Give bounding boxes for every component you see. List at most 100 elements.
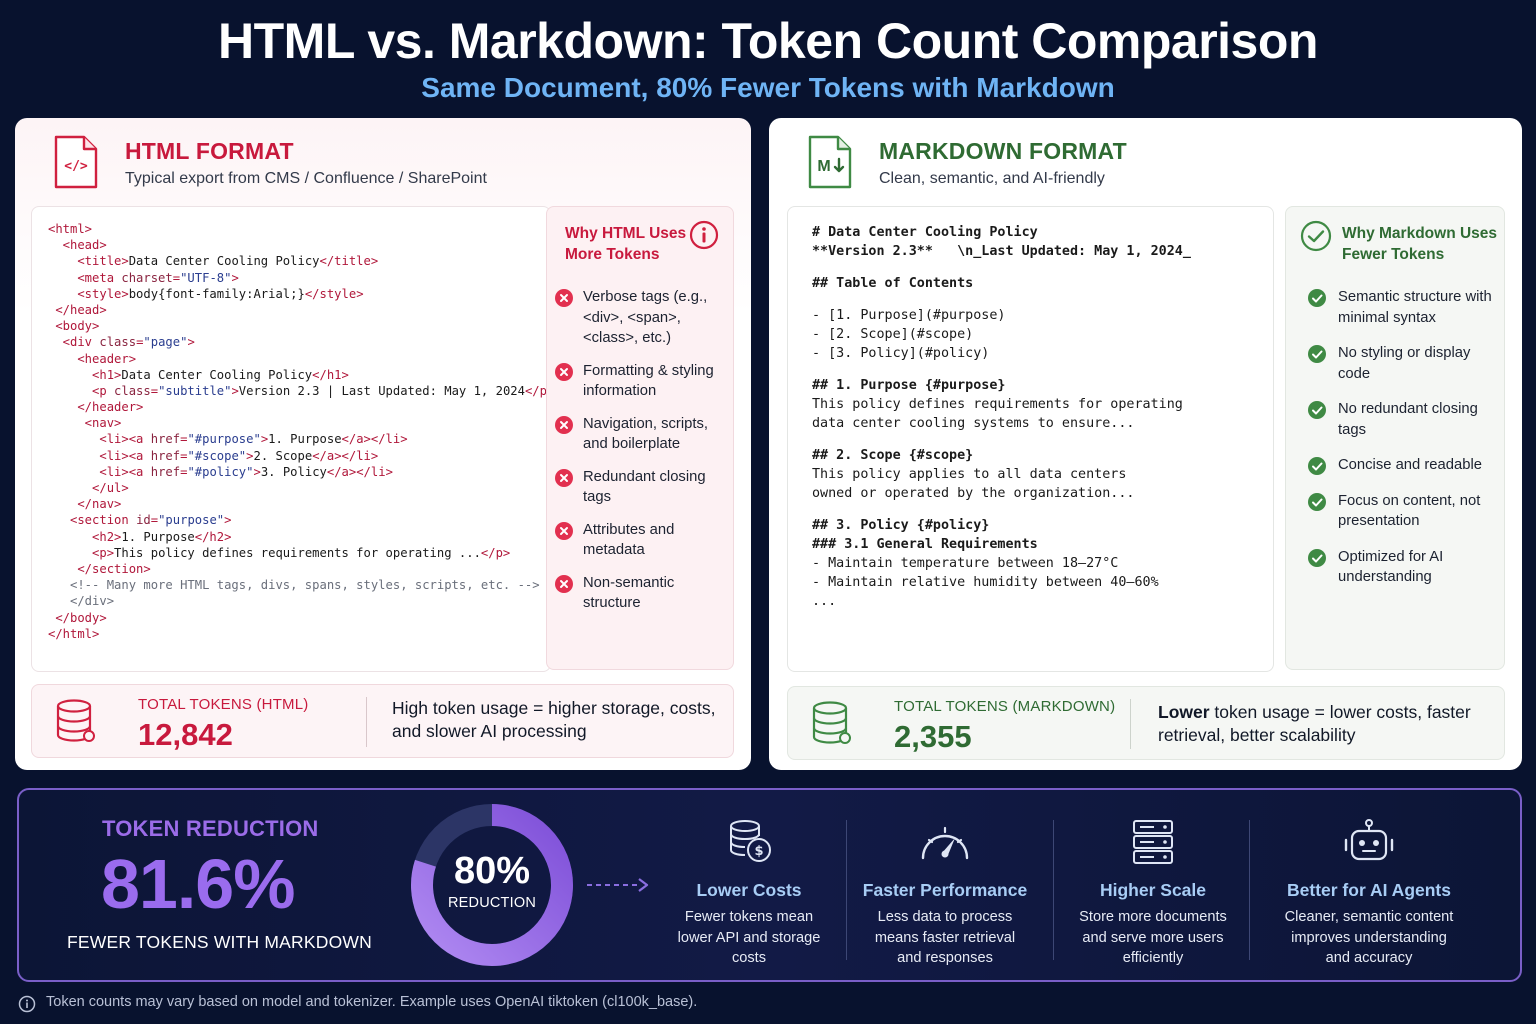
speedometer-icon [921,826,969,860]
code-line: <title>Data Center Cooling Policy</title… [48,254,379,269]
benefit-description: Cleaner, semantic content improves under… [1284,909,1454,966]
svg-text:</>: </> [64,159,88,174]
reduction-donut-chart [411,804,573,966]
check-circle-icon [1308,345,1326,363]
markdown-line: ## 3. Policy {#policy} [812,518,990,533]
code-line: <nav> [48,416,122,431]
html-reason-item: Verbose tags (e.g., <div>, <span>, <clas… [547,287,733,349]
html-reason-item: Non-semantic structure [547,573,733,614]
benefit-title: Better for AI Agents [1287,880,1451,900]
code-line: </nav> [48,497,122,512]
svg-text:$: $ [754,844,763,859]
divider [1130,699,1131,749]
reduction-caption: FEWER TOKENS WITH MARKDOWN [67,932,372,952]
donut-label-group: 80% REDUCTION [409,850,575,911]
check-circle-icon [1308,457,1326,475]
benefit-title: Faster Performance [862,880,1028,900]
html-file-icon: </> [54,135,98,189]
database-icon [56,699,95,742]
server-stack-icon [1133,820,1173,864]
md-panel-subheading: Clean, semantic, and AI-friendly [879,170,1105,187]
md-why-list: Semantic structure with minimal syntax No… [1286,287,1504,603]
coin-stack-icon: $ [730,820,771,862]
divider [846,820,847,960]
md-reason-item: Optimized for AI understanding [1286,547,1504,588]
divider [366,697,367,747]
markdown-line: # Data Center Cooling Policy [812,225,1038,240]
code-line: <li><a href="#purpose">1. Purpose</a></l… [48,432,408,447]
divider [1249,820,1250,960]
code-line: </head> [48,302,107,317]
donut-label: REDUCTION [448,895,536,911]
markdown-file-icon: M [808,135,852,189]
page-title: HTML vs. Markdown: Token Count Compariso… [218,13,1318,69]
md-reason-item: Focus on content, not presentation [1286,491,1504,532]
code-line: </section> [48,561,151,576]
x-circle-icon [555,468,573,487]
html-total-description: High token usage = higher storage, costs… [392,698,716,741]
markdown-line: - Maintain temperature between 18–27°C [812,556,1119,571]
svg-text:M: M [817,158,830,175]
markdown-line [812,503,1273,516]
md-total-desc-rest: token usage = lower costs, faster retrie… [1158,702,1471,745]
md-why-box: Why Markdown Uses Fewer Tokens Semantic … [1285,206,1505,670]
code-line: </html> [48,626,100,641]
code-line: </body> [48,610,107,625]
markdown-line: This policy applies to all data centers [812,467,1127,482]
html-code-block: <html> <head> <title>Data Center Cooling… [31,206,551,672]
md-total-desc-bold: Lower [1158,702,1210,722]
html-format-panel: </> HTML FORMAT Typical export from CMS … [15,118,751,770]
html-total-label: TOTAL TOKENS (HTML) [138,696,309,713]
footnote: Token counts may vary based on model and… [46,994,698,1010]
markdown-line: - [3. Policy](#policy) [812,346,990,361]
x-circle-icon [555,521,573,540]
html-why-box: Why HTML Uses More Tokens Verbose tags (… [546,206,734,670]
code-line: <body> [48,319,100,334]
check-circle-icon [1308,492,1326,511]
markdown-line: - [1. Purpose](#purpose) [812,308,1006,323]
benefit-description: Fewer tokens mean lower API and storage … [677,909,821,966]
markdown-line: ## Table of Contents [812,276,974,291]
markdown-line: ## 1. Purpose {#purpose} [812,378,1006,393]
markdown-line: owned or operated by the organization... [812,486,1135,501]
code-line: <style>body{font-family:Arial;}</style> [48,286,364,301]
markdown-line: **Version 2.3** \n_Last Updated: May 1, … [812,244,1191,259]
code-line: <li><a href="#scope">2. Scope</a></li> [48,448,379,463]
html-panel-subheading: Typical export from CMS / Confluence / S… [125,170,487,187]
md-reason-item: No redundant closing tags [1286,399,1504,440]
html-total-value: 12,842 [138,717,233,752]
x-circle-icon [555,362,573,381]
markdown-format-panel: M MARKDOWN FORMAT Clean, semantic, and A… [769,118,1522,770]
token-reduction-panel: TOKEN REDUCTION 81.6% FEWER TOKENS WITH … [17,788,1522,982]
x-circle-icon [555,289,573,307]
donut-arc [411,804,573,966]
benefit-lower-costs: $ Lower Costs Fewer tokens mean lower AP… [659,818,839,969]
benefit-title: Lower Costs [696,880,802,900]
html-why-title: Why HTML Uses More Tokens [565,225,687,263]
markdown-line [812,261,1273,274]
md-panel-heading: MARKDOWN FORMAT [879,138,1127,164]
html-panel-heading: HTML FORMAT [125,138,294,164]
md-reason-item: No styling or display code [1286,343,1504,384]
code-line: <h2>1. Purpose</h2> [48,529,232,544]
robot-icon [1344,819,1394,861]
md-reason-item: Semantic structure with minimal syntax [1286,287,1504,328]
html-reason-item: Redundant closing tags [547,467,733,508]
code-line: <html> [48,222,93,236]
md-total-box: TOTAL TOKENS (MARKDOWN) 2,355 Lower toke… [787,686,1505,760]
code-line: </ul> [48,481,129,495]
database-icon [812,701,851,744]
markdown-line [812,363,1273,376]
markdown-line: ... [812,594,837,609]
info-icon [689,220,719,250]
code-line: <header> [48,351,137,366]
code-line: <!-- Many more HTML tags, divs, spans, s… [48,578,540,593]
markdown-line: This policy defines requirements for ope… [812,397,1183,412]
code-line: <meta charset="UTF-8"> [48,270,239,285]
code-line: <section id="purpose"> [48,513,232,528]
markdown-line: - Maintain relative humidity between 40–… [812,575,1159,590]
md-total-label: TOTAL TOKENS (MARKDOWN) [894,698,1116,715]
html-reason-item: Formatting & styling information [547,361,733,402]
code-line: </div> [48,594,115,609]
md-why-title: Why Markdown Uses Fewer Tokens [1342,225,1498,263]
